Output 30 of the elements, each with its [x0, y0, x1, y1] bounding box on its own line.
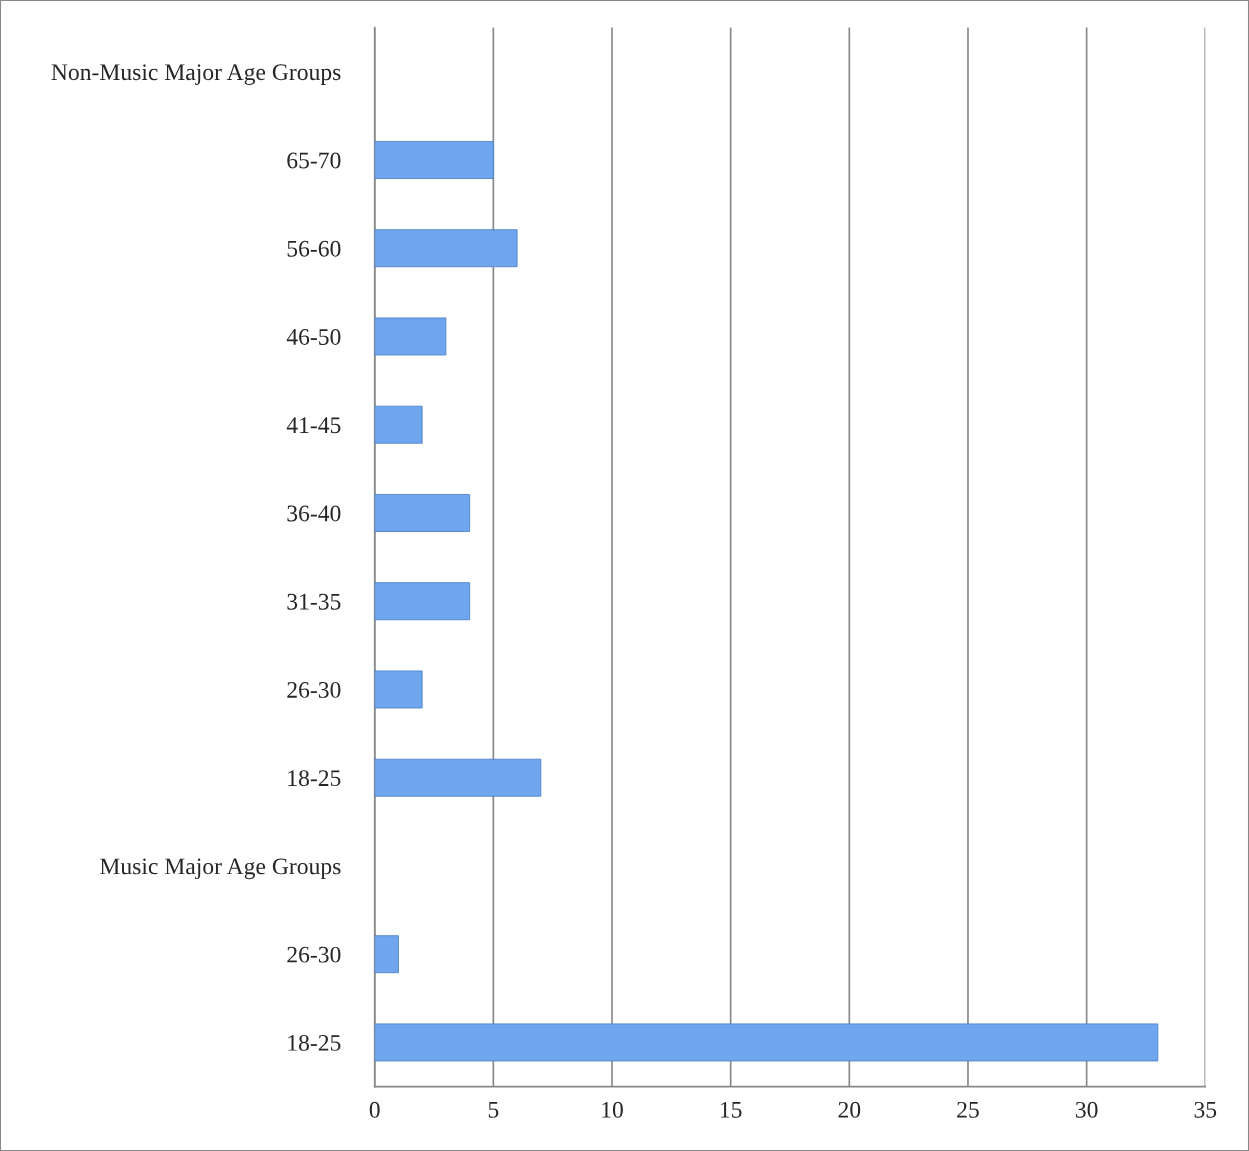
x-tick-label: 0 [369, 1101, 380, 1118]
x-tick-label: 10 [602, 1101, 623, 1118]
y-tick-label: 31-35 [287, 593, 341, 610]
x-tick-label: 20 [838, 1101, 861, 1118]
bar [374, 317, 447, 356]
bar [374, 935, 399, 974]
x-tick-label: 5 [488, 1102, 499, 1118]
x-tick-label: 25 [957, 1101, 979, 1118]
y-tick-label: 65-70 [287, 152, 341, 169]
bar [374, 141, 494, 179]
y-tick-label: 46-50 [286, 328, 341, 345]
y-tick-label: 36-40 [287, 505, 341, 522]
bar [374, 405, 423, 444]
bar [374, 494, 471, 532]
y-tick-label: 26-30 [287, 946, 341, 963]
bar [374, 1023, 1159, 1062]
y-tick-label: Music Major Age Groups [100, 858, 341, 880]
bar [374, 229, 518, 268]
bar [374, 582, 471, 621]
x-tick-label: 15 [720, 1101, 742, 1118]
bar [374, 670, 423, 709]
x-tick-label: 35 [1194, 1101, 1217, 1118]
y-tick-label: 18-25 [288, 1034, 341, 1051]
y-tick-label: 26-30 [287, 681, 341, 698]
y-tick-label: Non-Music Major Age Groups [51, 64, 341, 85]
y-tick-label: 18-25 [288, 770, 341, 787]
bar [374, 758, 542, 797]
y-tick-label: 56-60 [287, 240, 341, 257]
y-tick-label: 41-45 [286, 417, 341, 434]
x-tick-label: 30 [1075, 1101, 1098, 1118]
